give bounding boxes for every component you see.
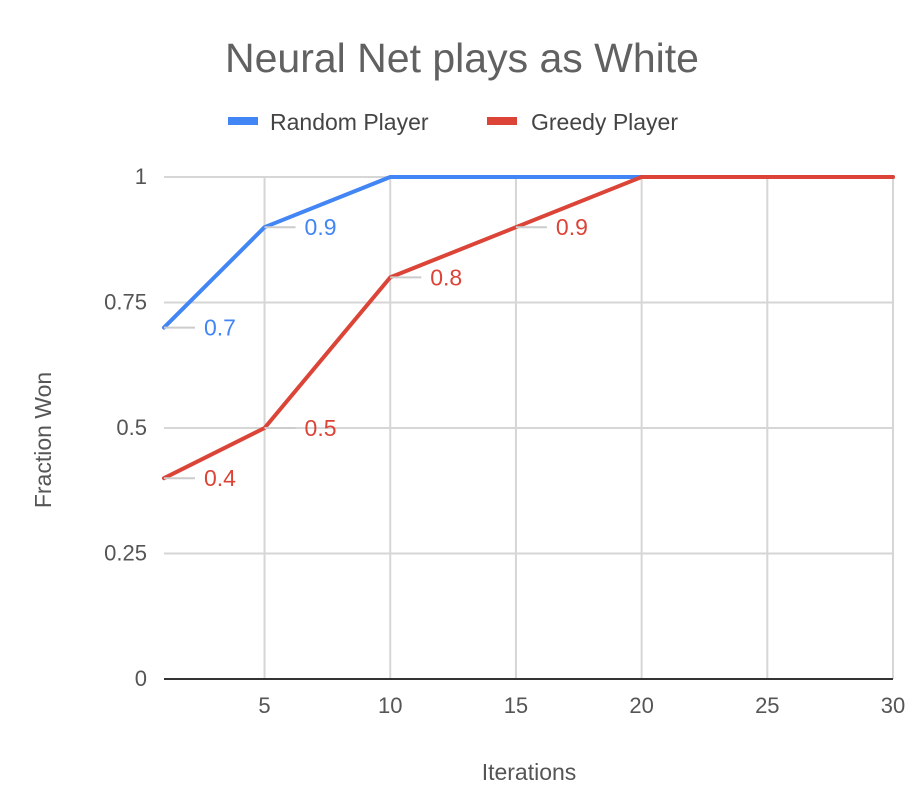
series-layer <box>162 175 895 481</box>
y-tick-label-0: 0 <box>135 666 147 691</box>
legend-swatch-random-player <box>228 117 258 125</box>
legend-label-greedy-player: Greedy Player <box>531 109 678 135</box>
y-tick-label-3: 0.75 <box>104 290 147 315</box>
y-axis-label: Fraction Won <box>30 372 56 508</box>
data-label-1-3: 0.9 <box>556 214 588 240</box>
series-line-random-player <box>162 175 895 330</box>
data-label-layer: 0.7 0.9 0.4 0.5 0.8 0.9 <box>164 214 588 491</box>
x-tick-label-3: 20 <box>629 693 653 718</box>
data-label-1-1: 0.5 <box>305 415 337 441</box>
y-tick-label-1: 0.25 <box>104 541 147 566</box>
chart-title: Neural Net plays as White <box>225 35 699 81</box>
data-label-0-1: 0.9 <box>305 214 337 240</box>
legend: Random Player Greedy Player <box>228 109 678 135</box>
x-tick-label-0: 5 <box>258 693 270 718</box>
data-label-1-0: 0.4 <box>204 465 236 491</box>
legend-swatch-greedy-player <box>487 117 517 125</box>
y-tick-label-4: 1 <box>135 164 147 189</box>
x-tick-label-2: 15 <box>504 693 528 718</box>
legend-label-random-player: Random Player <box>270 109 429 135</box>
series-line-greedy-player <box>162 175 895 481</box>
x-tick-label-1: 10 <box>378 693 402 718</box>
x-axis-label: Iterations <box>482 759 577 785</box>
data-label-1-2: 0.8 <box>430 264 462 290</box>
x-tick-label-4: 25 <box>755 693 779 718</box>
x-tick-label-5: 30 <box>881 693 905 718</box>
y-tick-label-2: 0.5 <box>116 415 147 440</box>
data-label-0-0: 0.7 <box>204 315 236 341</box>
